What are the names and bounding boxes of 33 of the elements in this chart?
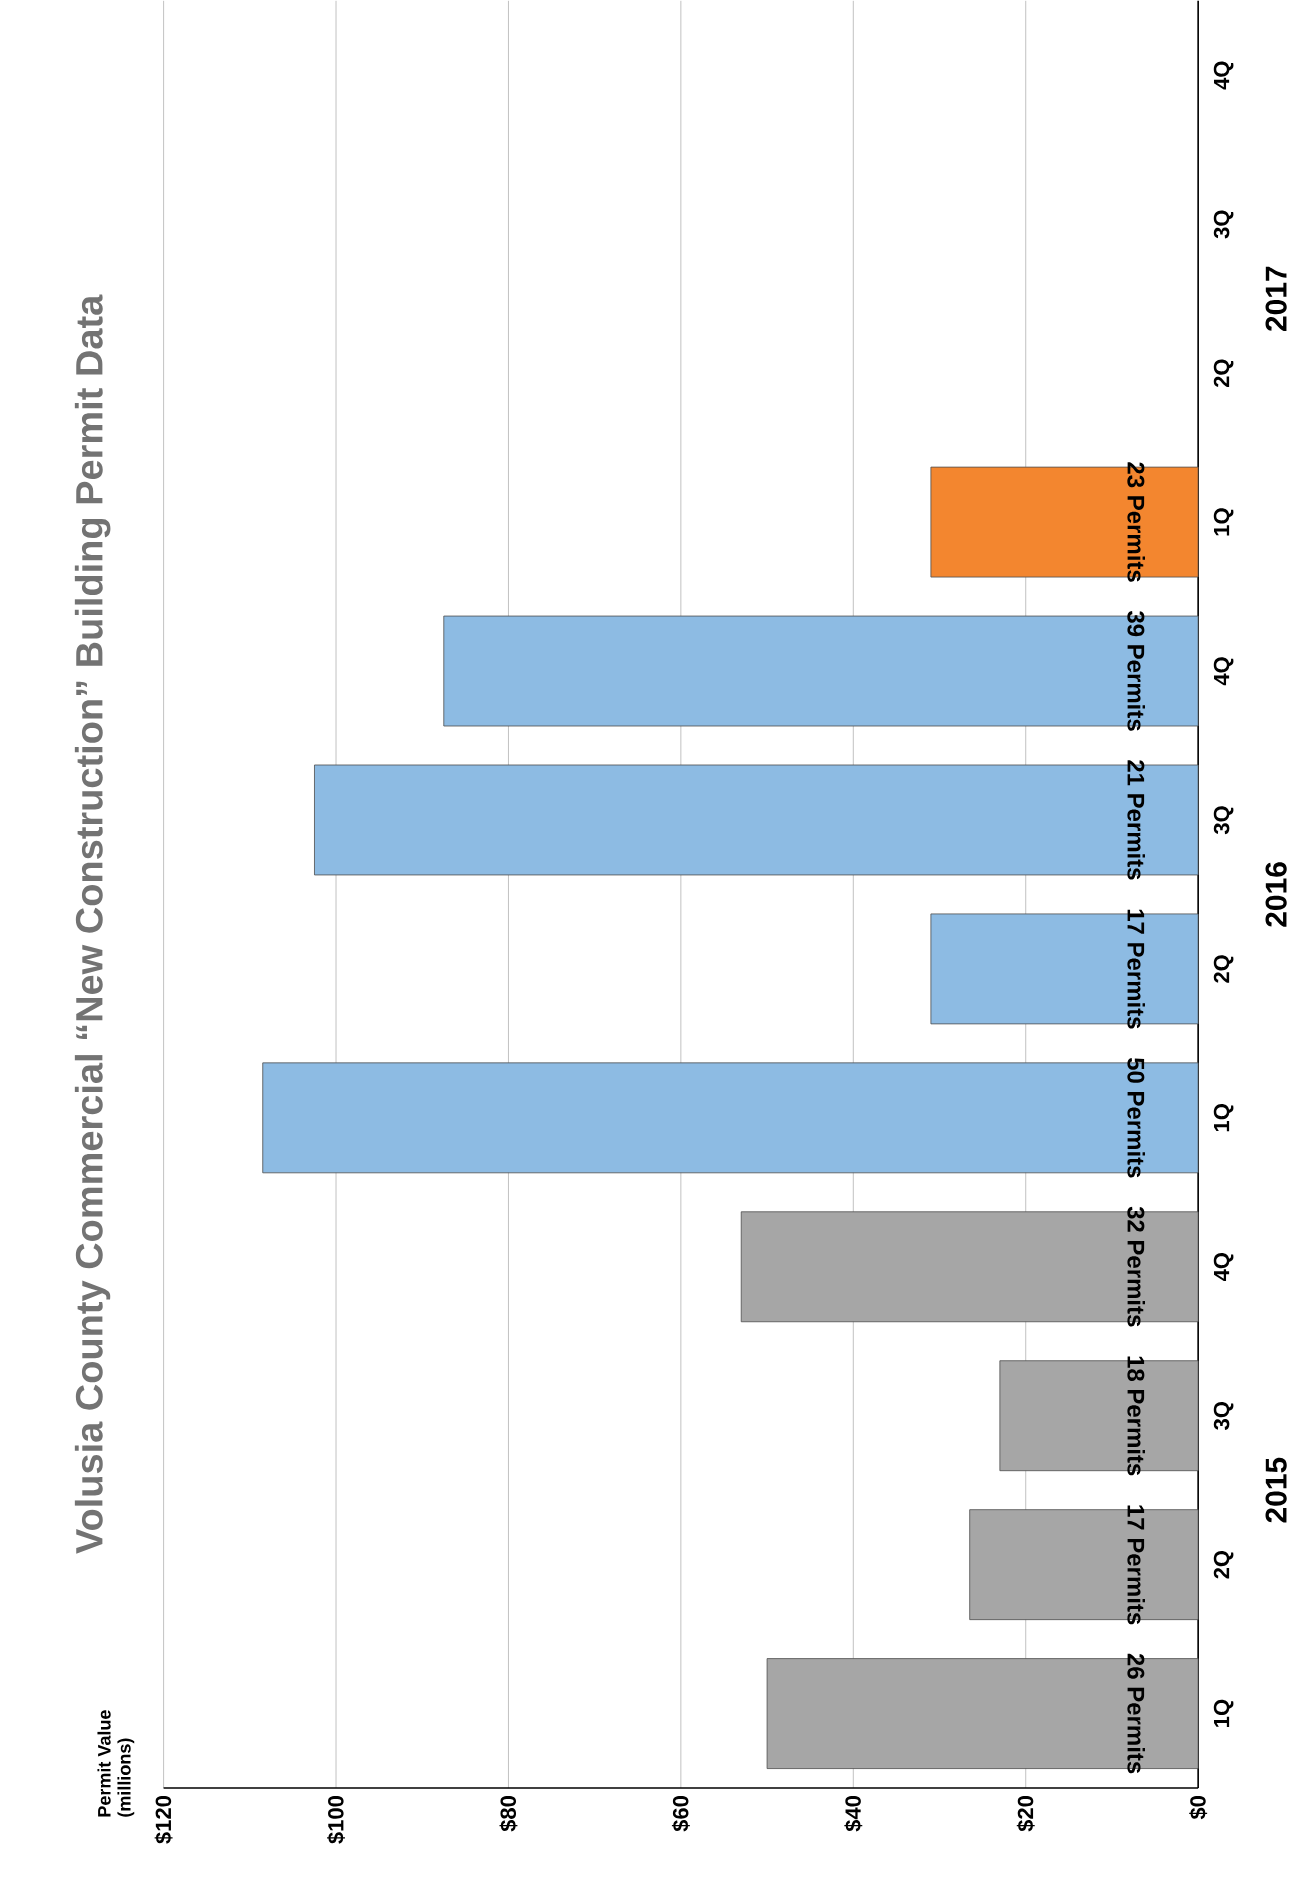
x-tick-label: $60 bbox=[671, 1796, 690, 1832]
text: 2016 bbox=[1265, 862, 1287, 927]
x-tick-label: $20 bbox=[1016, 1796, 1035, 1832]
x-tick-label: $80 bbox=[499, 1796, 518, 1832]
annotation: 21 Permits bbox=[1127, 760, 1145, 880]
y-tick-label: 1Q bbox=[1213, 1699, 1234, 1727]
y-tick-label: 2Q bbox=[1213, 1550, 1234, 1579]
x-tick-label: $120 bbox=[154, 1796, 173, 1844]
y-tick-label: 4Q bbox=[1213, 61, 1234, 90]
y-tick-label: 3Q bbox=[1213, 210, 1234, 239]
x-tick-label: $100 bbox=[327, 1796, 345, 1844]
annotation: 17 Permits bbox=[1127, 909, 1145, 1029]
y-tick-label: 3Q bbox=[1213, 806, 1234, 835]
y-tick-label: 1Q bbox=[1213, 1104, 1234, 1132]
y-tick-label: 3Q bbox=[1213, 1401, 1234, 1430]
annotation: 23 Permits bbox=[1127, 462, 1145, 582]
text: Permit Value (millions) bbox=[97, 1710, 135, 1817]
annotation: 39 Permits bbox=[1127, 610, 1145, 731]
y-tick-label: 2Q bbox=[1213, 955, 1234, 983]
y-tick-label: 1Q bbox=[1213, 508, 1234, 536]
y-tick-label: 4Q bbox=[1213, 657, 1234, 686]
y-tick-label: 4Q bbox=[1213, 1253, 1234, 1282]
annotation: 50 Permits bbox=[1127, 1057, 1145, 1178]
text: 2015 bbox=[1265, 1457, 1287, 1523]
annotation: 26 Permits bbox=[1127, 1653, 1145, 1774]
text: Volusia County Commercial “New Construction” Building Permit Data bbox=[74, 294, 111, 1554]
x-tick-label: $40 bbox=[844, 1796, 863, 1832]
annotation: 32 Permits bbox=[1127, 1206, 1145, 1327]
annotation: 17 Permits bbox=[1127, 1505, 1145, 1625]
y-tick-label: 2Q bbox=[1213, 359, 1234, 388]
x-tick-label: $0 bbox=[1189, 1796, 1208, 1820]
annotation: 18 Permits bbox=[1127, 1356, 1145, 1476]
text: 2017 bbox=[1265, 266, 1287, 331]
